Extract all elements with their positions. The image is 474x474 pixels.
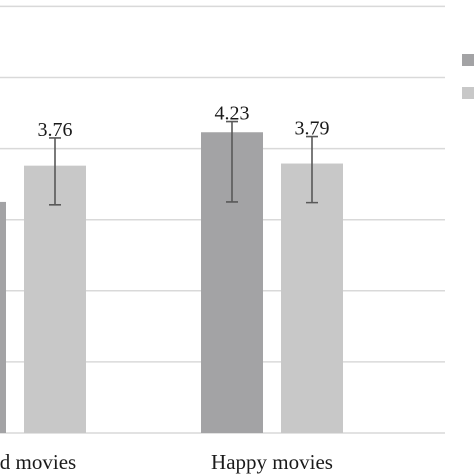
- bars: [0, 132, 343, 433]
- legend-swatch-1: [462, 54, 474, 66]
- value-label-series1-cat2: 4.23: [215, 103, 250, 125]
- legend: [462, 54, 474, 99]
- bar-series2-cat2: [281, 163, 343, 433]
- category-labels: d movies Happy movies: [0, 450, 333, 474]
- error-bar-series2-cat1: [49, 137, 61, 206]
- bar-series1-cat1: [0, 201, 6, 433]
- value-labels: 4.23 3.76 3.79: [38, 103, 330, 141]
- bar-series2-cat1: [24, 165, 86, 433]
- error-bar-series2-cat2: [306, 135, 318, 204]
- value-label-series2-cat1: 3.76: [38, 119, 73, 141]
- category-label-2: Happy movies: [211, 450, 333, 474]
- legend-swatch-2: [462, 87, 474, 99]
- error-bar-series1-cat2: [226, 120, 238, 203]
- error-bars: [49, 120, 318, 206]
- category-label-1: d movies: [0, 450, 76, 474]
- value-label-series2-cat2: 3.79: [295, 118, 330, 140]
